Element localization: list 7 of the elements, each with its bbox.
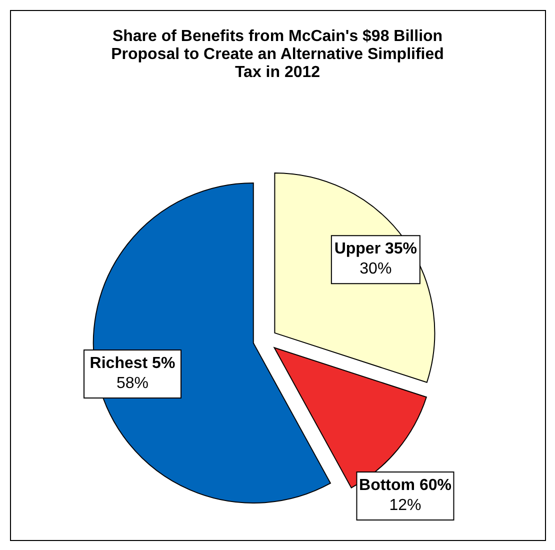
- slice-label: Bottom 60%: [359, 477, 452, 494]
- data-label: 30%: [360, 260, 392, 278]
- data-label: 58%: [116, 375, 149, 392]
- data-label: 12%: [389, 497, 422, 514]
- slice-label: Upper 35%: [334, 240, 418, 258]
- slice-label: Richest 5%: [90, 355, 176, 372]
- chart-title: Share of Benefits from McCain's $98 Billion Proposal to Create an Alternative Simplified Tax in 2012: [111, 28, 444, 81]
